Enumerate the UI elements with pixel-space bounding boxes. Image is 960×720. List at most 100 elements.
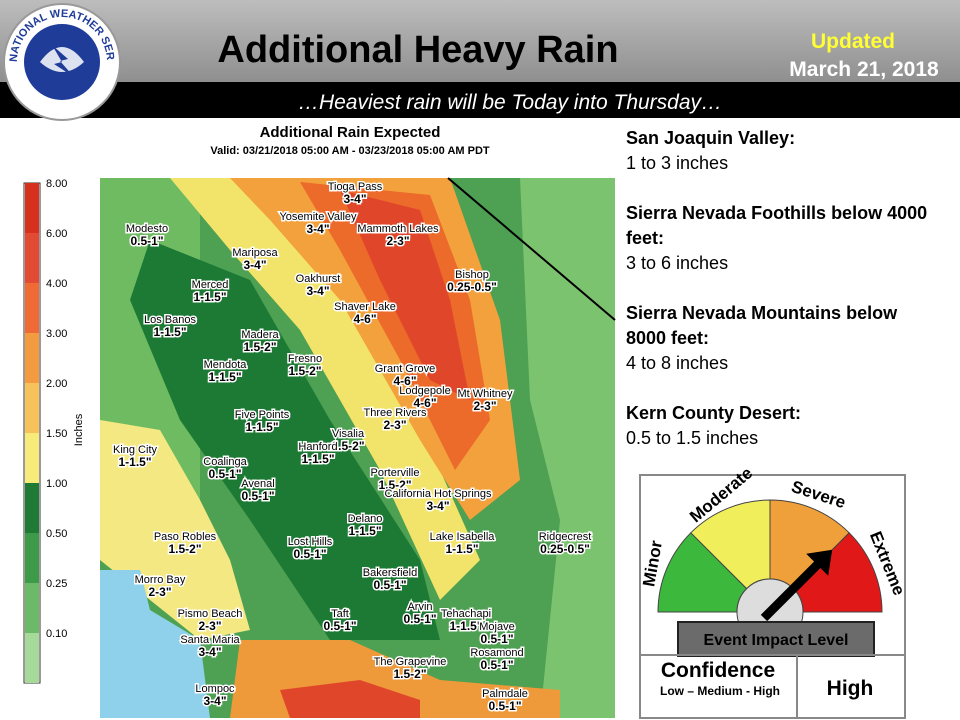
legend-label: 1.50 [46,428,67,440]
outlook-region: Sierra Nevada Foothills below 4000 feet: [626,203,928,248]
updated: Updated [811,30,895,53]
location-amount: 1.5-2" [243,340,276,354]
legend-swatch [25,333,39,383]
location-amount: 3-4" [343,192,366,206]
confidence-scale: Low – Medium - High [660,684,780,698]
location-name: Mammoth Lakes [357,223,439,235]
location-amount: 1.5-2" [288,364,321,378]
location-name: Mt Whitney [457,388,513,400]
location-name: Lompoc [195,683,235,695]
location-amount: 1.5-2" [168,542,201,556]
location-amount: 3-4" [203,694,226,708]
subtitle: …Heaviest rain will be Today into Thursd… [298,91,722,114]
location-amount: 0.25-0.5" [540,542,590,556]
location-name: Rosamond [470,647,523,659]
location-name: King City [113,444,158,456]
outlook: San Joaquin Valley: 1 to 3 inches Sierra N… [626,126,942,476]
location-amount: 1.5-2" [378,478,411,492]
location-name: Ridgecrest [539,531,592,543]
outlook-item: San Joaquin Valley: 1 to 3 inches [626,126,942,176]
legend-label: 0.25 [46,578,67,590]
legend-swatch [25,633,39,683]
location-name: Los Banos [144,314,196,326]
location-amount: 1.5-2" [331,439,364,453]
location-name: Merced [192,279,229,291]
title: Additional Heavy Rain [217,29,618,71]
location-name: Bishop [455,269,489,281]
map-valid: Valid: 03/21/2018 05:00 AM - 03/23/2018 … [210,145,490,157]
location-amount: 4-6" [413,396,436,410]
location-name: Three Rivers [364,407,427,419]
outlook-amount: 4 to 8 inches [626,353,729,373]
location-name: Tioga Pass [328,181,383,193]
location-name: Mojave [479,621,514,633]
location-name: Yosemite Valley [279,211,357,223]
outlook-region: San Joaquin Valley: [626,128,796,148]
location-amount: 1-1.5" [445,542,478,556]
legend-label: 4.00 [46,278,67,290]
legend-swatch [25,533,39,583]
location-name: Coalinga [203,456,247,468]
location-name: Shaver Lake [334,301,396,313]
location-amount: 0.5-1" [208,467,241,481]
location-amount: 1.5-2" [393,667,426,681]
outlook-amount: 1 to 3 inches [626,153,729,173]
location-name: Paso Robles [154,531,217,543]
outlook-item: Sierra Nevada Mountains below 8000 feet:… [626,301,942,376]
date: March 21, 2018 [789,58,939,81]
location-amount: 3-4" [306,222,329,236]
location-amount: 1-1.5" [245,420,278,434]
legend-swatch [25,383,39,433]
outlook-region: Kern County Desert: [626,403,802,423]
legend-label: 0.50 [46,528,67,540]
outlook-item: Kern County Desert: 0.5 to 1.5 inches [626,401,942,451]
legend-swatch [25,233,39,283]
outlook-item: Sierra Nevada Foothills below 4000 feet:… [626,201,942,276]
location-amount: 0.5-1" [373,578,406,592]
legend-label: 0.10 [46,628,67,640]
location-amount: 1-1.5" [449,619,482,633]
location-name: Oakhurst [296,273,341,285]
location-amount: 3-4" [306,284,329,298]
legend-label: 1.00 [46,478,67,490]
header-bar [0,0,960,82]
location-amount: 0.25-0.5" [447,280,497,294]
location-name: Mariposa [232,247,278,259]
location-amount: 3-4" [426,499,449,513]
legend-label: 8.00 [46,178,67,190]
location-name: Madera [241,329,279,341]
legend-unit: Inches [73,413,85,446]
location-amount: 0.5-1" [323,619,356,633]
legend-label: 2.00 [46,378,67,390]
location-amount: 3-4" [243,258,266,272]
location-name: Delano [348,513,383,525]
legend-label: 6.00 [46,228,67,240]
location-amount: 0.5-1" [480,658,513,672]
legend-swatch [25,433,39,483]
location-name: Tehachapi [441,608,491,620]
confidence-value: High [827,677,874,700]
subtitle-bar [0,82,960,118]
location-amount: 1-1.5" [118,455,151,469]
location-name: Taft [331,608,349,620]
location-name: Modesto [126,223,168,235]
location-name: Grant Grove [375,363,436,375]
legend: Inches 8.00 6.00 4.00 3.00 2.00 1.50 1.00 0.50 0… [23,178,85,684]
outlook-amount: 0.5 to 1.5 inches [626,428,759,448]
location-name: Palmdale [482,688,528,700]
confidence-title: Confidence [661,659,775,682]
location-amount: 1-1.5" [153,325,186,339]
location-amount: 1-1.5" [208,370,241,384]
location-name: Fresno [288,353,322,365]
location-name: Hanford [298,441,337,453]
legend-swatch [25,283,39,333]
legend-swatch [25,483,39,533]
location-name: The Grapevine [374,656,447,668]
impact-label: Event Impact Level [704,632,849,649]
location-name: Pismo Beach [178,608,243,620]
location-amount: 2-3" [148,585,171,599]
location-name: Lost Hills [288,536,333,548]
location-amount: 0.5-1" [130,234,163,248]
location-amount: 2-3" [386,234,409,248]
